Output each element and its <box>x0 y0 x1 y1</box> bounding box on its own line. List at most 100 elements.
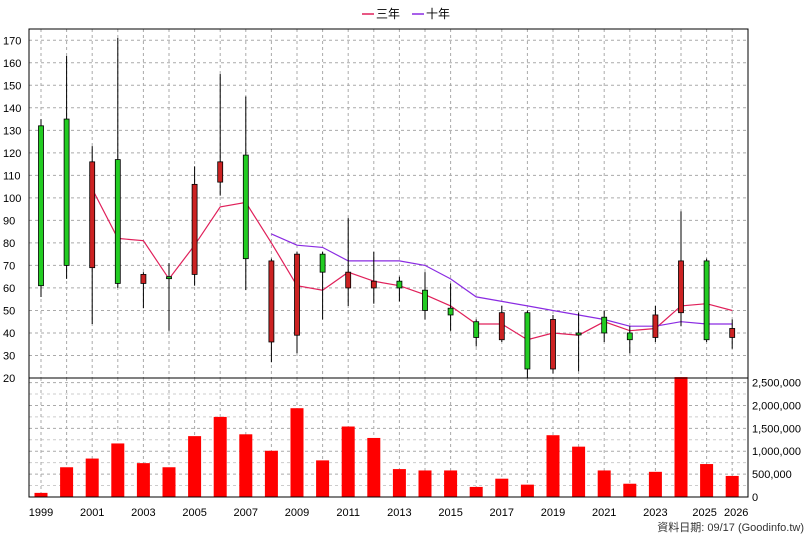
candle-body <box>242 154 249 260</box>
candle-body <box>652 314 659 338</box>
volume-bar <box>495 478 509 497</box>
year-tick-label: 2011 <box>336 507 360 519</box>
candle-body <box>166 276 172 280</box>
price-tick-label: 90 <box>3 215 15 227</box>
candle-body <box>217 161 224 183</box>
volume-bar <box>34 492 48 497</box>
candle-body <box>678 260 684 314</box>
ma-line-3yr <box>91 188 733 341</box>
year-tick-label: 2023 <box>643 507 667 519</box>
year-tick-label: 2007 <box>234 507 258 519</box>
volume-bar <box>444 470 458 497</box>
volume-bar <box>700 464 714 497</box>
year-tick-label: 2026 <box>724 507 748 519</box>
candle-body <box>447 307 454 316</box>
volume-tick-label: 500,000 <box>752 469 792 481</box>
candle-body <box>703 260 710 341</box>
year-tick-label: 2009 <box>285 507 309 519</box>
candle-body <box>601 316 608 334</box>
volume-bar <box>597 470 611 497</box>
candle-body <box>89 161 96 269</box>
volume-bar <box>418 470 432 497</box>
candle-body <box>550 319 556 370</box>
price-tick-label: 30 <box>3 350 15 362</box>
volume-bar <box>162 467 176 497</box>
candle-body <box>191 183 198 275</box>
price-tick-label: 60 <box>3 283 15 295</box>
price-tick-label: 170 <box>3 35 21 47</box>
price-tick-label: 40 <box>3 328 15 340</box>
candle-body <box>114 159 121 284</box>
volume-grid <box>29 378 748 498</box>
candle-body <box>626 332 633 341</box>
legend-label: 十年 <box>426 7 450 21</box>
volume-bar <box>648 471 662 497</box>
candle-body <box>370 280 377 289</box>
data-date-footer: 資料日期: 09/17 (Goodinfo.tw) <box>657 520 804 534</box>
year-tick-label: 2019 <box>541 507 565 519</box>
volume-bar <box>85 458 99 497</box>
year-axis-labels: 1999 2001 2003 2005 2007 2009 2011 2013 2015 2017… <box>29 507 749 519</box>
price-tick-label: 160 <box>3 58 21 70</box>
candle-body <box>524 312 531 370</box>
candle-body <box>63 118 70 266</box>
volume-bar <box>136 463 150 497</box>
price-tick-label: 50 <box>3 305 15 317</box>
volume-tick-label: 1,000,000 <box>752 446 801 458</box>
volume-bars <box>34 377 739 497</box>
candle-body <box>140 274 147 284</box>
volume-bar <box>725 475 739 497</box>
year-tick-label: 2017 <box>490 507 514 519</box>
volume-bar <box>213 416 227 497</box>
volume-panel-frame <box>28 377 749 498</box>
price-tick-label: 20 <box>3 373 15 385</box>
volume-bar <box>367 437 381 497</box>
volume-bar <box>188 436 202 497</box>
candle-body <box>319 253 326 273</box>
candle-body <box>396 280 403 289</box>
candle-body <box>268 260 275 343</box>
candle-body <box>345 271 352 289</box>
price-tick-label: 110 <box>3 170 21 182</box>
volume-bar <box>316 460 330 497</box>
price-tick-label: 130 <box>3 125 21 137</box>
price-tick-label: 150 <box>3 80 21 92</box>
moving-average-lines <box>91 188 733 341</box>
candle-body <box>729 328 736 338</box>
candle-body <box>498 312 505 341</box>
year-tick-label: 1999 <box>29 507 53 519</box>
volume-bar <box>623 483 637 497</box>
candle-body <box>473 321 480 338</box>
year-tick-label: 2021 <box>592 507 616 519</box>
price-tick-label: 80 <box>3 238 15 250</box>
volume-tick-label: 2,500,000 <box>752 378 801 390</box>
year-tick-label: 2015 <box>438 507 462 519</box>
volume-tick-label: 0 <box>752 492 758 504</box>
price-tick-label: 100 <box>3 193 21 205</box>
year-tick-label: 2005 <box>182 507 206 519</box>
volume-bar <box>60 467 74 497</box>
price-tick-label: 120 <box>3 148 21 160</box>
volume-bar <box>546 435 560 497</box>
price-tick-label: 70 <box>3 260 15 272</box>
price-axis-labels: 20 30 40 50 60 70 80 90 100 110 120 130 140 150 160 170 <box>3 35 21 385</box>
volume-bar <box>111 443 125 497</box>
candlesticks <box>38 38 736 378</box>
price-tick-label: 140 <box>3 103 21 115</box>
legend: 三年 十年 <box>362 7 450 21</box>
year-tick-label: 2001 <box>80 507 104 519</box>
candle-body <box>422 289 428 311</box>
candle-body <box>575 332 582 336</box>
volume-tick-label: 2,000,000 <box>752 400 801 412</box>
legend-label: 三年 <box>376 7 400 21</box>
volume-axis-labels: 0 500,000 1,000,000 1,500,000 2,000,000 2,500… <box>752 378 801 504</box>
volume-bar <box>520 484 534 497</box>
volume-tick-label: 1,500,000 <box>752 423 801 435</box>
volume-bar <box>674 377 688 497</box>
volume-bar <box>239 434 253 497</box>
volume-bar <box>392 469 406 497</box>
year-tick-label: 2013 <box>387 507 411 519</box>
volume-bar <box>264 450 278 497</box>
candle-body <box>294 253 300 336</box>
